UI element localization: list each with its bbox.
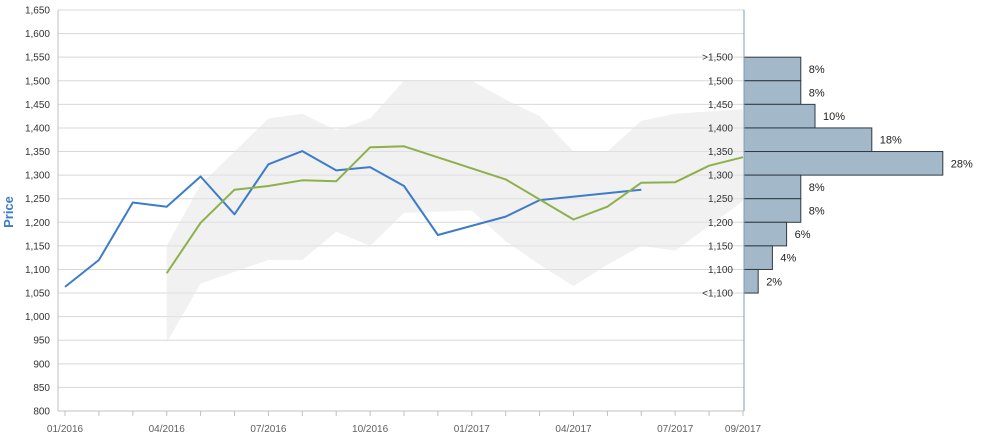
y-tick-label: 1,350: [25, 147, 50, 158]
histogram-bar-label: 8%: [809, 88, 825, 100]
histogram-bar: [743, 245, 773, 270]
y-axis-label: Price: [1, 196, 16, 228]
forecast-range-band: [166, 80, 743, 343]
y-tick-label: 1,400: [25, 123, 50, 134]
histogram-bar: [743, 221, 788, 247]
histogram-category-label: 1,450: [708, 100, 733, 111]
histogram-bar-label: 8%: [809, 64, 825, 76]
y-tick-label: 1,200: [25, 218, 50, 229]
x-tick-label: 07/2016: [250, 424, 287, 435]
histogram-category-label: 1,200: [708, 218, 733, 229]
y-tick-label: 1,250: [25, 194, 50, 205]
histogram-category-label: <1,100: [702, 289, 733, 300]
y-tick-label: 850: [33, 383, 50, 394]
x-axis-tick-labels: 01/2016 04/2016 07/2016 10/2016 01/2017 04/20…: [47, 411, 762, 435]
histogram-category-label: 1,400: [708, 123, 733, 134]
y-tick-label: 1,450: [25, 100, 50, 111]
y-tick-label: 1,000: [25, 312, 50, 323]
y-tick-label: 1,300: [25, 171, 50, 182]
x-tick-label: 09/2017: [725, 424, 762, 435]
histogram-category-label: 1,250: [708, 194, 733, 205]
histogram-bar-label: 10%: [823, 111, 845, 123]
x-tick-label: 04/2016: [149, 424, 186, 435]
histogram-bar: [743, 151, 944, 176]
y-tick-label: 1,600: [25, 29, 50, 40]
axes: [57, 10, 745, 412]
y-axis-tick-labels: 800 850 900 950 1,000 1,050 1,100 1,150 1,200 1,2…: [25, 6, 50, 418]
x-tick-label: 07/2017: [657, 424, 694, 435]
y-tick-label: 900: [33, 359, 50, 370]
price-series: [64, 145, 744, 288]
y-tick-label: 1,500: [25, 76, 50, 87]
y-tick-label: 1,050: [25, 289, 50, 300]
histogram-category-label: 1,150: [708, 241, 733, 252]
histogram-bar: [743, 268, 759, 294]
y-tick-label: 1,150: [25, 241, 50, 252]
y-tick-label: 950: [33, 336, 50, 347]
y-tick-label: 800: [33, 407, 50, 418]
y-tick-label: 1,100: [25, 265, 50, 276]
histogram-bar-label: 8%: [809, 182, 825, 194]
target-price-histogram: 8% 8% 10% 18% 28% 8% 8% 6% 4% 2% >1,500 1,500 1,450 1…: [702, 53, 973, 300]
histogram-bar: [743, 80, 802, 105]
x-tick-label: 10/2016: [352, 424, 389, 435]
histogram-bar: [743, 127, 873, 153]
x-tick-label: 01/2017: [454, 424, 491, 435]
x-tick-label: 04/2017: [555, 424, 592, 435]
histogram-bar: [743, 56, 802, 82]
histogram-bar-label: 8%: [809, 206, 825, 218]
y-tick-label: 1,650: [25, 6, 50, 17]
histogram-category-label: 1,100: [708, 265, 733, 276]
histogram-category-label: >1,500: [702, 53, 733, 64]
histogram-bar: [743, 198, 802, 223]
series-line-2: [165, 145, 744, 274]
histogram-category-label: 1,350: [708, 147, 733, 158]
histogram-bar: [743, 103, 816, 129]
x-tick-label: 01/2016: [47, 424, 84, 435]
y-tick-label: 1,550: [25, 53, 50, 64]
histogram-bar-label: 4%: [780, 253, 796, 265]
series-line-1: [64, 150, 642, 288]
histogram-category-label: 1,300: [708, 171, 733, 182]
histogram-bar: [743, 174, 802, 200]
histogram-category-label: 1,500: [708, 76, 733, 87]
histogram-bar-label: 2%: [766, 276, 782, 288]
histogram-bar-label: 18%: [880, 135, 902, 147]
histogram-bar-label: 28%: [951, 158, 973, 170]
histogram-bar-label: 6%: [795, 229, 811, 241]
